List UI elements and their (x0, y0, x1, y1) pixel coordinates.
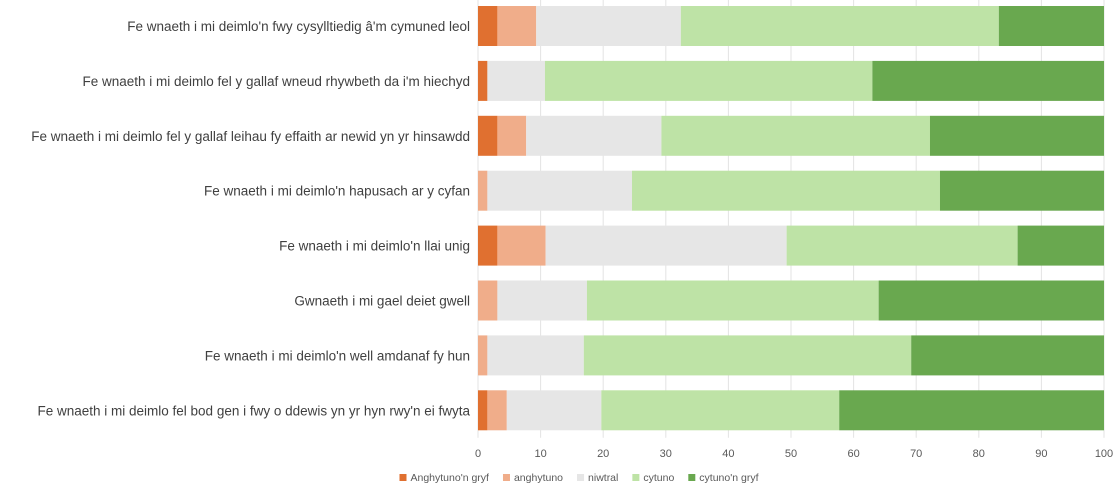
x-tick-label: 0 (475, 448, 481, 460)
legend-label: niwtral (588, 472, 618, 484)
bar-segment (583, 335, 912, 376)
category-label: Fe wnaeth i mi deimlo'n fwy cysylltiedig… (127, 19, 470, 34)
category-label: Fe wnaeth i mi deimlo'n well amdanaf fy … (205, 348, 470, 363)
bar-segment (929, 115, 1104, 156)
legend-swatch (577, 474, 585, 481)
bar-segment (544, 60, 873, 101)
bar-segment (478, 335, 488, 376)
bar-segment (497, 115, 527, 156)
legend-swatch (688, 474, 696, 481)
bar-segment (998, 6, 1104, 46)
category-label: Fe wnaeth i mi deimlo fel y gallaf wneud… (82, 74, 470, 89)
bar-segment (497, 225, 546, 266)
legend-label: Anghytuno'n gryf (410, 472, 489, 484)
bar-segment (478, 225, 498, 266)
bar-segment (478, 115, 498, 156)
x-tick-label: 40 (722, 448, 734, 460)
bar-segment (478, 170, 488, 211)
bar-segment (536, 6, 681, 46)
bar-segment (1017, 225, 1104, 266)
bar-segment (478, 390, 488, 431)
category-label: Fe wnaeth i mi deimlo'n hapusach ar y cy… (204, 184, 470, 199)
category-label: Fe wnaeth i mi deimlo fel y gallaf leiha… (31, 129, 470, 144)
x-tick-label: 50 (785, 448, 797, 460)
category-label: Gwnaeth i mi gael deiet gwell (294, 294, 470, 309)
bar-segment (478, 280, 498, 321)
bar-segment (786, 225, 1018, 266)
category-label: Fe wnaeth i mi deimlo fel bod gen i fwy … (37, 403, 470, 418)
legend-label: cytuno'n gryf (699, 472, 758, 484)
bar-segment (680, 6, 999, 46)
bar-segment (545, 225, 787, 266)
x-tick-label: 90 (1035, 448, 1047, 460)
x-tick-label: 80 (973, 448, 985, 460)
bar-segment (487, 335, 584, 376)
x-tick-label: 60 (847, 448, 859, 460)
bar-segment (839, 390, 1104, 431)
bar-segment (487, 60, 545, 101)
legend-label: anghytuno (514, 472, 563, 484)
legend-swatch (502, 474, 510, 481)
category-label: Fe wnaeth i mi deimlo'n llai unig (279, 239, 470, 254)
bar-segment (497, 6, 537, 46)
bar-segment (497, 280, 587, 321)
bar-segment (526, 115, 662, 156)
bar-segment (878, 280, 1104, 321)
bar-segment (478, 6, 498, 46)
bar-segment (939, 170, 1104, 211)
bar-segment (506, 390, 602, 431)
bar-segment (631, 170, 940, 211)
x-tick-label: 10 (534, 448, 546, 460)
bar-segment (487, 170, 632, 211)
x-tick-label: 20 (597, 448, 609, 460)
bar-segment (872, 60, 1104, 101)
bar-segment (478, 60, 488, 101)
legend-swatch (399, 474, 407, 481)
legend-swatch (632, 474, 640, 481)
legend-label: cytuno (643, 472, 674, 484)
bar-segment (601, 390, 840, 431)
bar-segment (487, 390, 507, 431)
x-tick-label: 30 (660, 448, 672, 460)
x-tick-label: 100 (1095, 448, 1113, 460)
bar-segment (586, 280, 879, 321)
bar-segment (661, 115, 930, 156)
bar-segment (911, 335, 1104, 376)
x-tick-label: 70 (910, 448, 922, 460)
